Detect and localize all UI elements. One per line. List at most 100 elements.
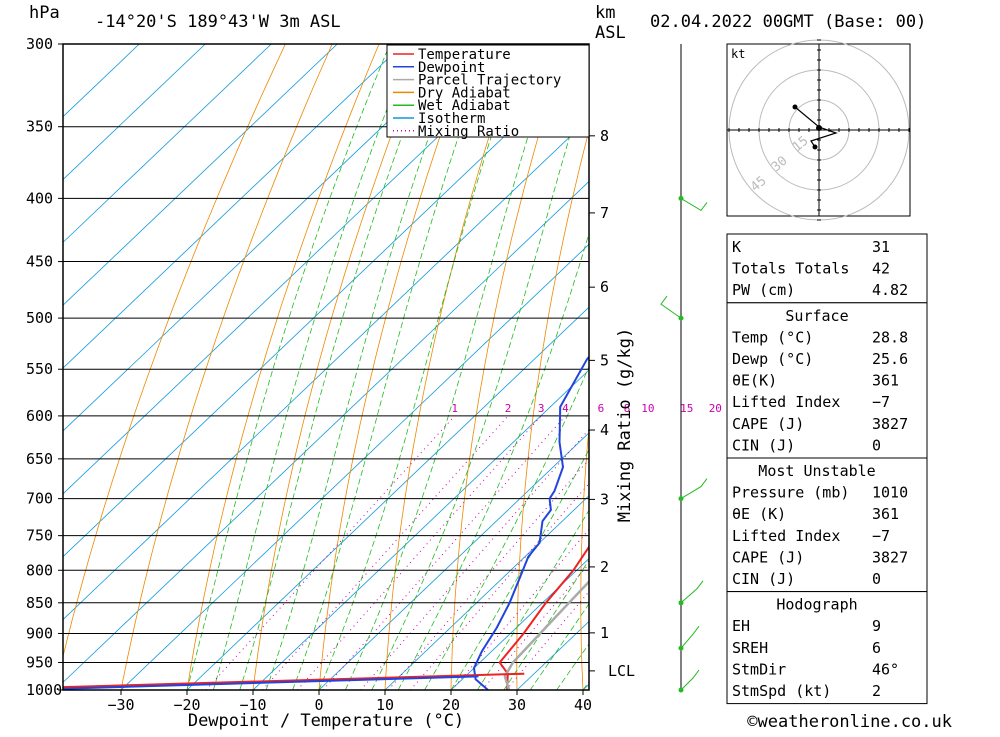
most-unstable-row-label: CAPE (J): [732, 548, 804, 566]
pressure-axis: 300 350 400 450 500 550 600 650 700 750 800 850 900 9…: [26, 35, 63, 699]
km-tick-label: 7: [600, 204, 609, 222]
most-unstable-row-value: 3827: [872, 548, 908, 566]
dry-adiabat-line: [979, 44, 1000, 690]
copyright-label: ©weatheronline.co.uk: [747, 712, 952, 732]
hodograph-table-row-label: StmSpd (kt): [732, 682, 831, 700]
legend-entry-label: Dewpoint: [418, 60, 485, 76]
datetime-label: 02.04.2022 00GMT (Base: 00): [650, 12, 926, 32]
wet-adiabat-line: [292, 44, 492, 690]
most-unstable-row-label: θE (K): [732, 505, 786, 523]
pressure-tick-label: 850: [26, 594, 53, 612]
index-row-label: K: [732, 238, 741, 256]
km-tick-label: 2: [600, 558, 609, 576]
lcl-label: LCL: [608, 662, 635, 680]
pressure-tick-label: 300: [26, 35, 53, 53]
temperature-profile: [498, 545, 589, 690]
surface-row-label: θE(K): [732, 372, 777, 390]
most-unstable-row-label: Pressure (mb): [732, 484, 849, 502]
most-unstable-row-value: 1010: [872, 484, 908, 502]
wet-adiabat-line: [345, 44, 558, 690]
mixing-ratio-tick: 4: [562, 402, 569, 415]
wind-profile: [660, 44, 708, 693]
dry-adiabat-line: [318, 44, 473, 690]
hodograph-table-row-value: 46°: [872, 660, 899, 678]
surface-box: [726, 302, 928, 459]
hodograph-trace: [794, 106, 838, 148]
most-unstable-row-value: 361: [872, 505, 899, 523]
index-row-value: 42: [872, 260, 890, 278]
hodograph-table-row-value: 2: [872, 682, 881, 700]
mixing-ratio-tick: 8: [624, 402, 631, 415]
mixing-ratio-tick: 10: [641, 402, 654, 415]
km-tick-label: 6: [600, 278, 609, 296]
pressure-tick-label: 550: [26, 360, 53, 378]
km-tick-label: 4: [600, 421, 609, 439]
dry-adiabat-line: [516, 128, 589, 690]
isotherm-line: [63, 180, 589, 683]
km-tick-label: 1: [600, 624, 609, 642]
pressure-tick-label: 700: [26, 490, 53, 508]
surface-row-label: CIN (J): [732, 436, 795, 454]
most-unstable-box: [726, 457, 928, 593]
pressure-tick-label: 400: [26, 189, 53, 207]
mixing-ratio-tick: 15: [680, 402, 693, 415]
temperature-tick-label: 30: [508, 696, 526, 714]
isotherm-line: [318, 432, 589, 690]
surface-row-label: CAPE (J): [732, 415, 804, 433]
index-row-value: 4.82: [872, 281, 908, 299]
legend-box: [386, 44, 590, 138]
surface-row-value: −7: [872, 393, 890, 411]
pressure-tick-label: 900: [26, 624, 53, 642]
indices-box: [726, 233, 928, 304]
temperature-tick-label: 40: [574, 696, 592, 714]
km-axis: 8 7 6 5 4 3 2 1 LCL: [589, 127, 635, 680]
hodograph-storm-motion: [816, 125, 822, 131]
hodograph-table-row-label: EH: [732, 617, 750, 635]
most-unstable-row-label: CIN (J): [732, 570, 795, 588]
pressure-tick-label: 1000: [26, 681, 62, 699]
mixing-ratio-line: [205, 415, 455, 690]
mixing-ratio-tick: 20: [709, 402, 722, 415]
dry-adiabat-line: [927, 44, 980, 690]
most-unstable-title: Most Unstable: [758, 462, 875, 480]
isotherm-line: [120, 243, 589, 690]
isotherm-line: [63, 44, 338, 306]
location-label: -14°20'S 189°43'W 3m ASL: [95, 12, 341, 32]
wind-barb: [680, 478, 708, 500]
index-row-label: Totals Totals: [732, 260, 849, 278]
legend-entry-label: Dry Adiabat: [418, 85, 511, 101]
hodograph-table-row-value: 6: [872, 639, 881, 657]
wet-adiabat-line: [213, 44, 414, 690]
pressure-tick-label: 350: [26, 118, 53, 136]
surface-row-value: 0: [872, 436, 881, 454]
wet-adiabat-line: [424, 365, 589, 690]
isotherm-line: [63, 44, 206, 181]
temperature-tick-label: −20: [173, 696, 200, 714]
most-unstable-row-label: Lifted Index: [732, 527, 840, 545]
hodograph-table-row-label: StmDir: [732, 660, 786, 678]
wet-adiabat-line: [265, 44, 463, 690]
hodograph-unit: kt: [731, 47, 745, 61]
dry-adiabat-line: [643, 44, 707, 690]
wind-barb-dot: [678, 496, 684, 502]
wind-barb: [660, 295, 682, 319]
hodograph-table-row-value: 9: [872, 617, 881, 635]
isotherm-line: [63, 118, 589, 621]
km-label: km: [595, 3, 615, 23]
index-row-label: PW (cm): [732, 281, 795, 299]
mixing-ratio-labels: 12346810152025: [451, 402, 744, 415]
surface-row-label: Temp (°C): [732, 328, 813, 346]
most-unstable-row-value: 0: [872, 570, 881, 588]
isotherm-line: [63, 44, 536, 495]
mixing-ratio-tick: 2: [505, 402, 512, 415]
km-tick-label: 5: [600, 351, 609, 369]
mixing-ratio-line: [388, 458, 589, 690]
surface-temperature-streak: [63, 672, 525, 689]
pressure-unit-label: hPa: [29, 3, 60, 23]
pressure-tick-label: 450: [26, 253, 53, 271]
pressure-tick-label: 600: [26, 407, 53, 425]
